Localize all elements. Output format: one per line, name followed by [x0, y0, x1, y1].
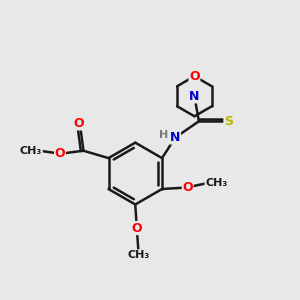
- Text: CH₃: CH₃: [127, 250, 149, 260]
- Text: CH₃: CH₃: [205, 178, 227, 188]
- Text: O: O: [131, 221, 142, 235]
- Text: O: O: [74, 117, 84, 130]
- Text: N: N: [189, 90, 200, 103]
- Text: O: O: [189, 70, 200, 83]
- Text: CH₃: CH₃: [20, 146, 42, 156]
- Text: N: N: [170, 131, 181, 144]
- Text: H: H: [160, 130, 169, 140]
- Text: O: O: [182, 181, 193, 194]
- Text: O: O: [55, 147, 65, 160]
- Text: S: S: [224, 115, 233, 128]
